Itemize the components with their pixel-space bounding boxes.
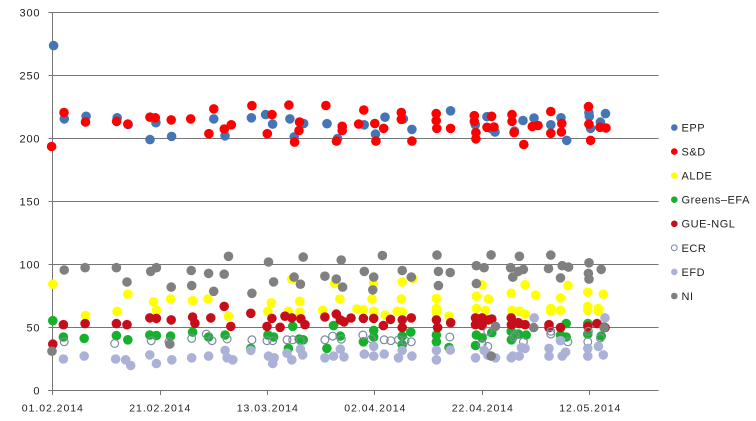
svg-text:200: 200 [20, 134, 41, 146]
svg-text:Greens–EFA: Greens–EFA [682, 195, 751, 207]
svg-text:S&D: S&D [682, 147, 706, 159]
svg-text:02.04.2014: 02.04.2014 [344, 403, 406, 415]
svg-text:100: 100 [20, 260, 41, 272]
svg-text:EFD: EFD [682, 267, 706, 279]
svg-text:EPP: EPP [682, 122, 706, 134]
svg-text:21.02.2014: 21.02.2014 [129, 403, 191, 415]
svg-text:150: 150 [20, 197, 41, 209]
svg-text:ECR: ECR [682, 243, 707, 255]
svg-text:300: 300 [20, 8, 41, 20]
svg-text:01.02.2014: 01.02.2014 [22, 403, 84, 415]
svg-text:50: 50 [26, 323, 40, 335]
svg-text:ALDE: ALDE [682, 171, 713, 183]
svg-text:22.04.2014: 22.04.2014 [452, 403, 514, 415]
svg-text:250: 250 [20, 71, 41, 83]
svg-text:12.05.2014: 12.05.2014 [559, 403, 621, 415]
svg-text:0: 0 [33, 386, 40, 398]
svg-text:13.03.2014: 13.03.2014 [237, 403, 299, 415]
svg-text:GUE-NGL: GUE-NGL [682, 219, 736, 231]
svg-text:NI: NI [682, 291, 694, 303]
